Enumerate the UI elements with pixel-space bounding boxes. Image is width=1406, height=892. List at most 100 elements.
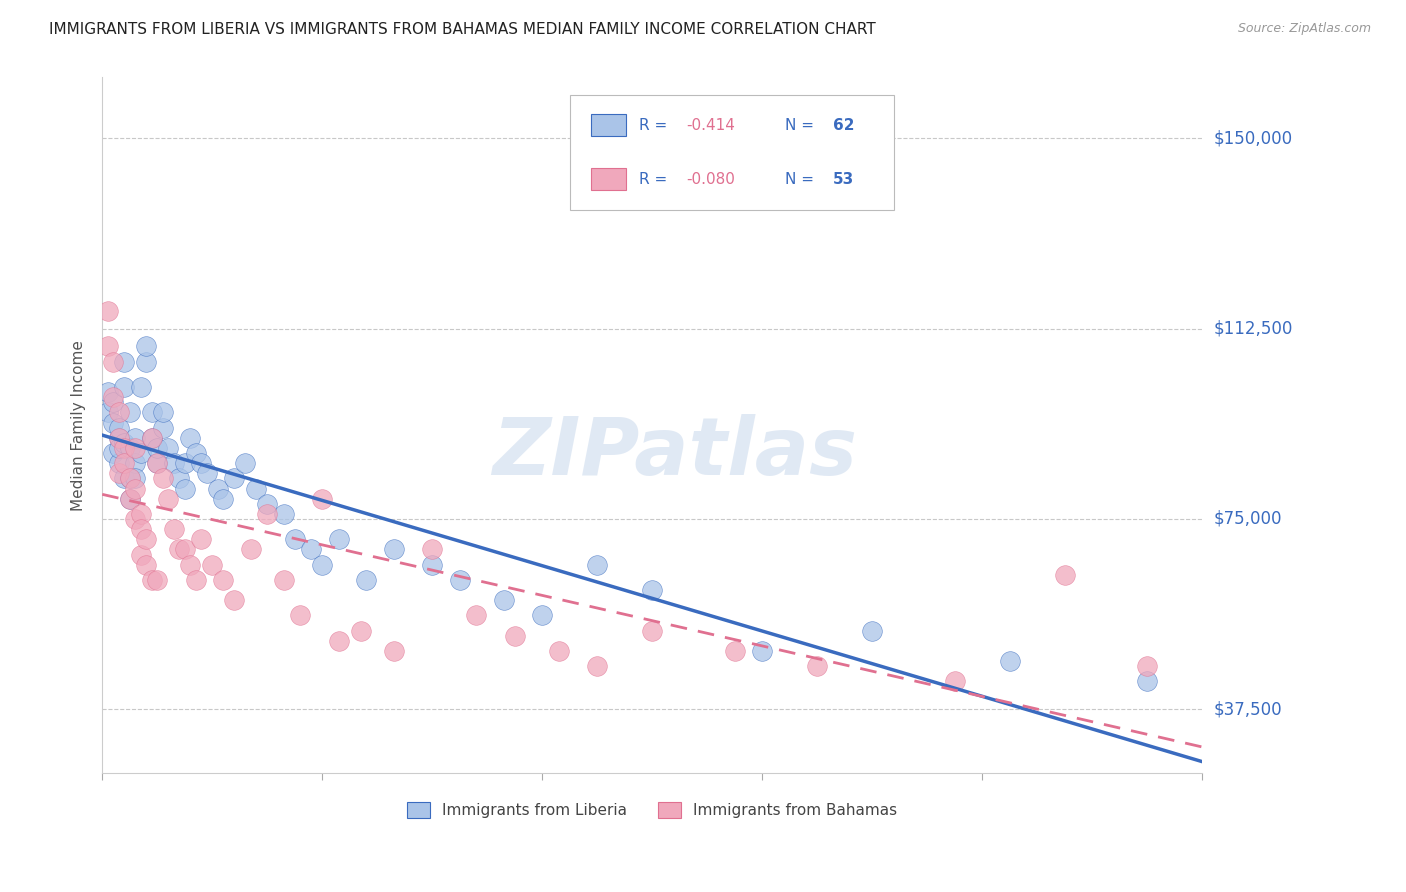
Point — [118, 471, 141, 485]
Point — [1053, 567, 1076, 582]
Point — [97, 304, 120, 318]
Point — [273, 507, 295, 521]
Text: R =: R = — [638, 171, 672, 186]
Point — [135, 354, 157, 368]
Point — [146, 456, 169, 470]
Point — [107, 456, 129, 470]
Point — [806, 659, 828, 673]
Point — [224, 593, 246, 607]
Point — [118, 491, 141, 506]
FancyBboxPatch shape — [591, 114, 626, 136]
Point — [751, 644, 773, 658]
Point — [641, 624, 664, 638]
Text: Source: ZipAtlas.com: Source: ZipAtlas.com — [1237, 22, 1371, 36]
Text: IMMIGRANTS FROM LIBERIA VS IMMIGRANTS FROM BAHAMAS MEDIAN FAMILY INCOME CORRELAT: IMMIGRANTS FROM LIBERIA VS IMMIGRANTS FR… — [49, 22, 876, 37]
Point — [190, 533, 212, 547]
Point — [179, 558, 201, 572]
Text: $112,500: $112,500 — [1213, 319, 1292, 338]
Point — [124, 431, 146, 445]
Point — [586, 558, 609, 572]
Point — [124, 441, 146, 455]
Text: $75,000: $75,000 — [1213, 510, 1282, 528]
Point — [112, 435, 135, 450]
Point — [201, 558, 224, 572]
Point — [129, 522, 152, 536]
Point — [195, 467, 218, 481]
Point — [328, 633, 350, 648]
Text: -0.080: -0.080 — [686, 171, 735, 186]
Point — [112, 380, 135, 394]
Point — [112, 354, 135, 368]
Point — [256, 497, 278, 511]
Point — [152, 405, 174, 419]
Point — [146, 573, 169, 587]
Point — [641, 582, 664, 597]
Point — [141, 573, 163, 587]
Point — [167, 542, 190, 557]
Point — [184, 573, 207, 587]
Point — [1136, 674, 1159, 689]
Point — [107, 431, 129, 445]
Point — [860, 624, 883, 638]
Text: -0.414: -0.414 — [686, 118, 735, 133]
Point — [586, 659, 609, 673]
Point — [124, 456, 146, 470]
Point — [135, 339, 157, 353]
Point — [245, 482, 267, 496]
Point — [112, 441, 135, 455]
Y-axis label: Median Family Income: Median Family Income — [72, 340, 86, 510]
Point — [124, 471, 146, 485]
Point — [129, 548, 152, 562]
Point — [146, 441, 169, 455]
Point — [152, 420, 174, 434]
Point — [998, 654, 1021, 668]
Text: R =: R = — [638, 118, 672, 133]
Point — [207, 482, 229, 496]
Point — [503, 629, 526, 643]
Point — [107, 405, 129, 419]
Point — [163, 456, 186, 470]
Point — [118, 441, 141, 455]
Point — [118, 491, 141, 506]
Point — [212, 491, 235, 506]
Point — [173, 456, 195, 470]
Point — [531, 608, 554, 623]
Point — [129, 507, 152, 521]
Point — [103, 395, 125, 409]
Point — [107, 467, 129, 481]
Point — [179, 431, 201, 445]
Point — [239, 542, 262, 557]
Point — [256, 507, 278, 521]
Point — [103, 446, 125, 460]
Point — [118, 405, 141, 419]
Point — [135, 558, 157, 572]
Point — [184, 446, 207, 460]
Point — [107, 441, 129, 455]
Point — [311, 558, 333, 572]
Text: N =: N = — [785, 118, 820, 133]
Point — [311, 491, 333, 506]
Point — [547, 644, 569, 658]
Point — [107, 420, 129, 434]
Point — [420, 542, 443, 557]
Point — [420, 558, 443, 572]
Point — [212, 573, 235, 587]
Text: ZIPatlas: ZIPatlas — [492, 414, 856, 491]
Point — [1136, 659, 1159, 673]
Point — [350, 624, 373, 638]
FancyBboxPatch shape — [591, 168, 626, 190]
Point — [290, 608, 312, 623]
Point — [135, 533, 157, 547]
Point — [97, 385, 120, 400]
Point — [112, 456, 135, 470]
Point — [382, 644, 405, 658]
Point — [382, 542, 405, 557]
Point — [112, 471, 135, 485]
Point — [97, 339, 120, 353]
Point — [284, 533, 307, 547]
Text: $150,000: $150,000 — [1213, 129, 1292, 147]
FancyBboxPatch shape — [569, 95, 894, 210]
Point — [141, 431, 163, 445]
Point — [299, 542, 322, 557]
Point — [492, 593, 515, 607]
